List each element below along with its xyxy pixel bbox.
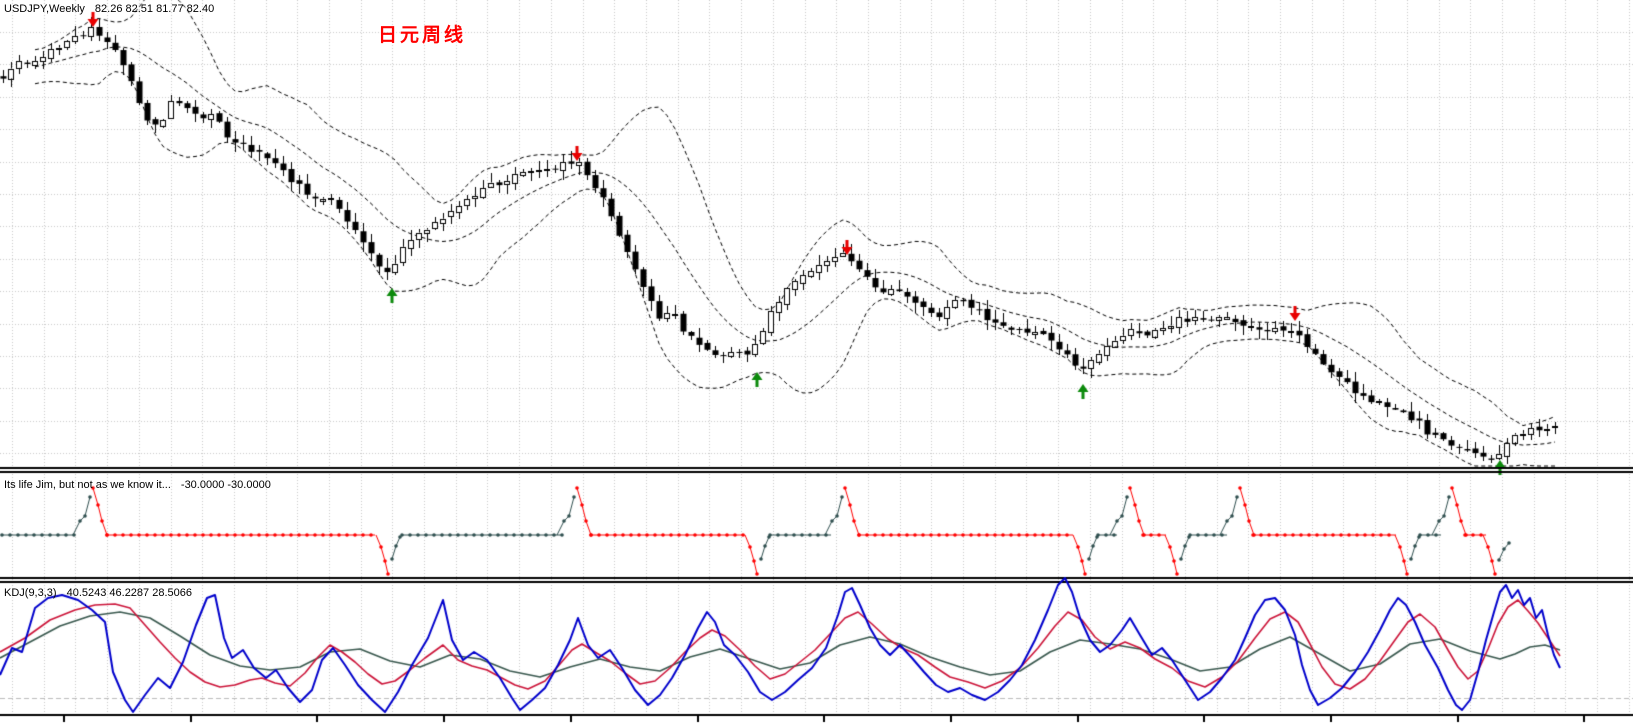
ohlc-values-text: 82.26 82.51 81.77 82.40	[94, 3, 215, 15]
symbol-ohlc-label: USDJPY,Weekly 82.26 82.51 81.77 82.40	[4, 3, 224, 15]
chart-title: 日元周线	[378, 24, 467, 46]
signal-indicator-values: -30.0000 -30.0000	[180, 479, 271, 491]
kdj-indicator-name: KDJ(9,3,3)	[4, 587, 57, 599]
signal-indicator-label: Its life Jim, but not as we know it... -3…	[4, 479, 281, 491]
symbol-period-text: USDJPY,Weekly	[4, 3, 85, 15]
kdj-indicator-values: 40.5243 46.2287 28.5066	[66, 587, 192, 599]
kdj-indicator-label: KDJ(9,3,3) 40.5243 46.2287 28.5066	[4, 587, 202, 599]
signal-indicator-name: Its life Jim, but not as we know it...	[4, 479, 171, 491]
